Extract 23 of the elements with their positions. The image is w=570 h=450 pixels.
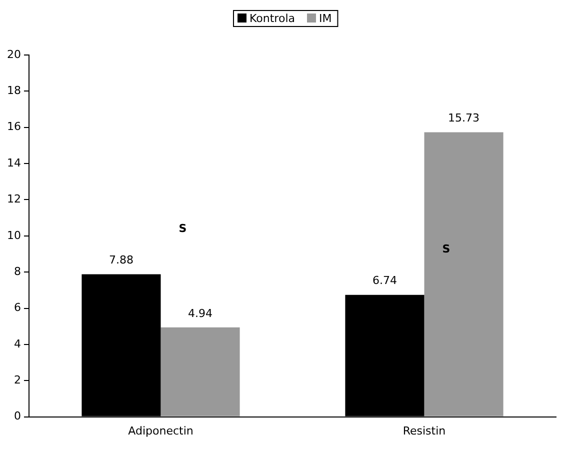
y-tick-label: 8 [14, 264, 21, 278]
data-label: 4.94 [188, 306, 213, 320]
y-tick-label: 16 [6, 120, 21, 134]
annotation: S [442, 242, 450, 256]
data-label: 7.88 [108, 254, 134, 267]
y-tick-label: 18 [6, 84, 21, 98]
x-tick-label: Resistin [402, 424, 446, 438]
y-tick-label: 14 [6, 156, 21, 170]
legend-label: IM [318, 12, 332, 25]
y-tick-label: 0 [14, 410, 21, 423]
annotation: S [178, 222, 187, 236]
y-tick-label: 4 [14, 337, 21, 350]
data-label: 6.74 [372, 274, 397, 288]
legend-label: Kontrola [250, 12, 295, 25]
y-tick-label: 12 [6, 192, 21, 206]
bar [160, 327, 240, 416]
y-tick-label: 10 [6, 228, 21, 242]
y-tick-label: 20 [6, 48, 21, 61]
y-tick-label: 6 [14, 301, 21, 314]
x-tick-label: Adiponectin [128, 424, 194, 438]
y-tick-label: 2 [14, 373, 21, 386]
data-label: 15.73 [448, 112, 480, 125]
bar [424, 132, 504, 416]
